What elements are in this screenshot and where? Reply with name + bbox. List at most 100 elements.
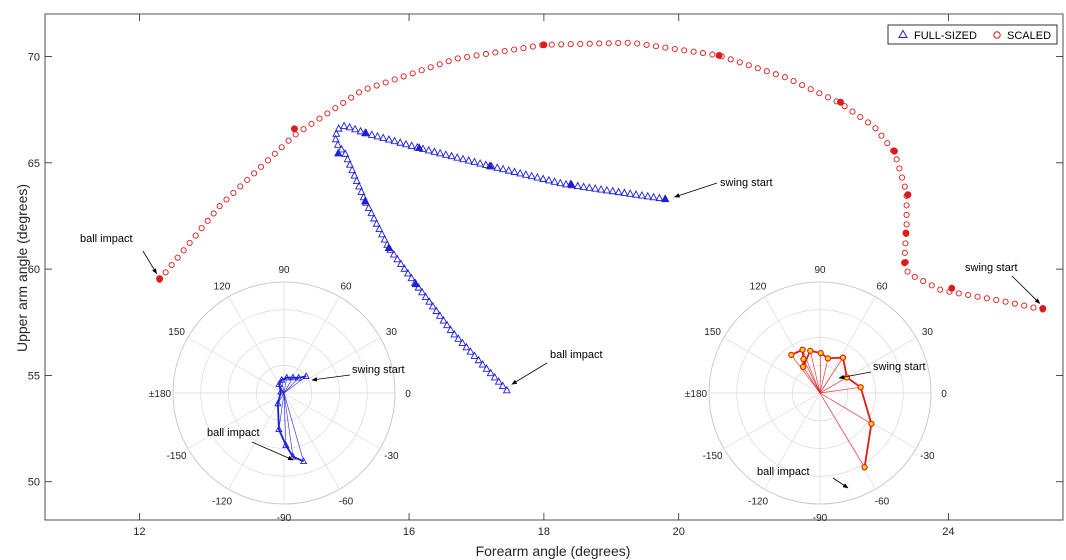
scaled-point bbox=[736, 59, 743, 66]
full-sized-point bbox=[345, 122, 354, 131]
full-sized-point bbox=[340, 121, 349, 130]
polar-point bbox=[843, 374, 851, 381]
full-sized-point bbox=[424, 145, 433, 154]
polar-point bbox=[275, 380, 283, 388]
full-sized-point bbox=[439, 315, 448, 324]
full-sized-point bbox=[348, 165, 357, 174]
scaled-point bbox=[634, 40, 641, 47]
scaled-point bbox=[884, 140, 891, 147]
polar-vector bbox=[278, 392, 285, 430]
full-sized-point bbox=[510, 167, 519, 175]
polar-vector bbox=[283, 392, 304, 462]
polar-inset-full-sized: 0 30 60 90 120 150 ±180 -150 -120 -90 -60 -30 bbox=[149, 265, 411, 524]
full-sized-point bbox=[450, 329, 459, 338]
full-sized-marker-filled bbox=[361, 128, 370, 137]
full-sized-point bbox=[585, 183, 594, 191]
annotation-ball-impact-scaled: ball impact bbox=[80, 233, 133, 245]
polar-angle-label: ±180 bbox=[685, 389, 708, 400]
full-sized-point bbox=[446, 325, 455, 333]
scaled-point bbox=[427, 64, 434, 71]
full-sized-point bbox=[482, 364, 491, 372]
polar-angle-label: 150 bbox=[704, 327, 721, 338]
polar-angle-label: 60 bbox=[340, 282, 352, 293]
polar-point bbox=[807, 347, 814, 354]
scaled-point bbox=[849, 108, 856, 115]
x-tick-label: 16 bbox=[403, 526, 415, 538]
polar-vector bbox=[283, 392, 287, 446]
scaled-point bbox=[937, 286, 944, 293]
full-sized-point bbox=[428, 301, 437, 310]
scaled-point bbox=[162, 269, 169, 276]
scaled-point bbox=[520, 44, 527, 52]
scaled-point bbox=[418, 67, 425, 74]
scaled-point bbox=[237, 183, 244, 190]
scaled-point bbox=[445, 58, 452, 65]
legend-box bbox=[887, 24, 1058, 45]
legend-full-sized-label: FULL-SIZED bbox=[914, 30, 977, 42]
scaled-point bbox=[709, 51, 716, 58]
full-sized-point bbox=[591, 184, 600, 192]
full-sized-point bbox=[334, 124, 343, 132]
polar-spoke bbox=[283, 392, 381, 449]
polar-angle-label: 0 bbox=[941, 389, 947, 400]
scaled-point bbox=[454, 55, 461, 62]
full-sized-point bbox=[579, 182, 588, 190]
scaled-point bbox=[824, 94, 831, 101]
polar-vector bbox=[819, 358, 829, 394]
full-sized-point bbox=[597, 184, 606, 193]
polar-angle-label: 90 bbox=[814, 265, 826, 276]
scaled-point bbox=[501, 47, 508, 55]
scaled-point bbox=[857, 113, 864, 121]
full-sized-point bbox=[626, 189, 635, 197]
x-tick-label: 18 bbox=[538, 526, 550, 538]
scaled-point bbox=[643, 41, 650, 48]
scaled-point bbox=[548, 41, 555, 48]
full-sized-point bbox=[441, 150, 450, 158]
full-sized-point bbox=[443, 320, 452, 329]
full-sized-point bbox=[453, 153, 462, 161]
polar-vector bbox=[819, 386, 861, 394]
scaled-point bbox=[264, 157, 271, 164]
scaled-marker-filled bbox=[948, 284, 956, 292]
full-sized-point bbox=[407, 141, 416, 149]
full-sized-point bbox=[533, 173, 542, 181]
full-sized-point bbox=[401, 139, 410, 148]
inset-annotation-ball-impact-scaled: ball impact bbox=[757, 466, 810, 478]
annotation-arrow bbox=[1011, 275, 1041, 304]
polar-vector bbox=[283, 376, 307, 394]
polar-point bbox=[868, 420, 875, 428]
scaled-point bbox=[364, 85, 371, 92]
inset-annotation-swing-start-scaled: swing start bbox=[873, 361, 926, 373]
full-sized-marker-filled bbox=[566, 179, 576, 188]
annotation-arrow bbox=[511, 362, 548, 385]
polar-inset-scaled: 0 30 60 90 120 150 ±180 -150 -120 -90 -60 -30 bbox=[685, 265, 947, 524]
full-sized-point bbox=[493, 163, 502, 171]
scaled-point bbox=[473, 52, 480, 59]
scaled-point bbox=[257, 163, 265, 170]
scaled-point bbox=[464, 53, 471, 60]
full-sized-point bbox=[637, 190, 646, 199]
annotation-arrow bbox=[838, 371, 872, 380]
annotation-arrow bbox=[142, 250, 157, 275]
full-sized-marker-filled bbox=[485, 161, 495, 170]
data-series bbox=[156, 39, 1047, 394]
scaled-point bbox=[174, 254, 181, 261]
polar-point bbox=[788, 351, 795, 359]
polar-vector bbox=[819, 392, 865, 468]
scaled-point bbox=[492, 49, 499, 56]
scaled-point bbox=[893, 156, 900, 163]
full-sized-point bbox=[614, 187, 623, 196]
full-sized-point bbox=[430, 147, 439, 155]
annotation-swing-start-full: swing start bbox=[720, 177, 773, 189]
polar-insets: 0 30 60 90 120 150 ±180 -150 -120 -90 -60 -30 0 30 60 9… bbox=[149, 265, 947, 524]
y-axis-label: Upper arm angle (degrees) bbox=[14, 184, 30, 352]
full-sized-point bbox=[403, 268, 412, 277]
scaled-marker-filled bbox=[891, 147, 898, 155]
annotation-ball-impact-full: ball impact bbox=[550, 349, 603, 361]
y-tick-label: 55 bbox=[28, 370, 40, 382]
full-sized-point bbox=[370, 213, 378, 222]
legend: FULL-SIZED SCALED bbox=[887, 24, 1058, 45]
polar-angle-label: 120 bbox=[750, 282, 767, 293]
annotation-arrow bbox=[674, 182, 718, 198]
